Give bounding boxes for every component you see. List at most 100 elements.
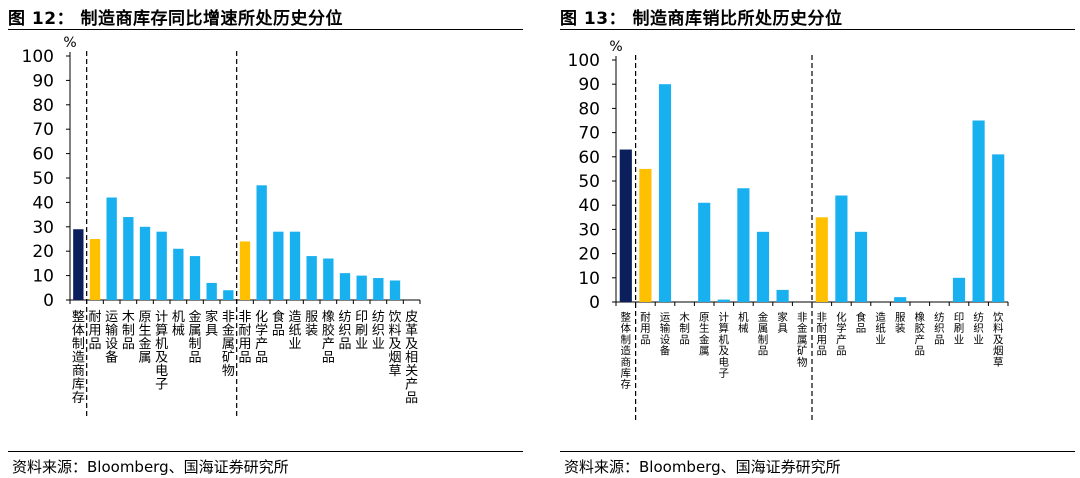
x-tick-label: 印刷业 — [355, 310, 368, 352]
bar — [156, 231, 167, 300]
x-tick-label: 运输设备 — [660, 312, 671, 358]
x-tick-label: 印刷业 — [954, 312, 965, 346]
y-tick-label: 40 — [578, 196, 600, 216]
x-tick-label: 服装 — [895, 312, 906, 335]
bar — [389, 280, 401, 300]
x-tick-label: 橡胶产品 — [915, 311, 926, 358]
y-tick-label: 100 — [568, 51, 600, 71]
bar — [106, 197, 117, 300]
y-tick-label: 0 — [589, 293, 600, 313]
x-tick-label: 原生金属 — [138, 310, 151, 366]
x-tick-label: 非金属矿物 — [222, 310, 235, 379]
title-rule — [8, 29, 523, 30]
bar — [89, 239, 101, 300]
bar — [894, 297, 907, 302]
y-axis-unit: % — [63, 35, 76, 51]
bar — [756, 231, 770, 302]
bar — [73, 229, 84, 300]
bar-chart-inventory-growth: 0 10 20 30 40 50 60 70 80 90 100% 整体制造商库存耐用品运输设备木制品… — [22, 35, 421, 418]
bar — [835, 195, 848, 302]
source-rule — [560, 451, 1075, 452]
x-tick-label: 造纸业 — [875, 311, 886, 346]
x-tick-label: 纺织业 — [372, 310, 385, 352]
x-tick-label: 金属制品 — [758, 311, 769, 358]
y-tick-label: 70 — [578, 124, 600, 144]
y-tick-label: 10 — [32, 267, 54, 287]
x-tick-label: 橡胶产品 — [322, 310, 335, 366]
title-rule — [560, 29, 1075, 30]
y-tick-label: 80 — [32, 96, 54, 116]
x-tick-label: 木制品 — [679, 312, 690, 346]
bar — [992, 154, 1005, 302]
y-tick-label: 100 — [22, 47, 54, 67]
x-tick-label: 计算机及电子 — [155, 310, 168, 393]
source-note: 资料来源：Bloomberg、国海证券研究所 — [564, 458, 841, 476]
x-tick-label: 饮料及烟草 — [993, 311, 1004, 369]
y-tick-label: 20 — [578, 245, 600, 265]
x-tick-label: 原生金属 — [699, 312, 710, 358]
bar — [815, 217, 828, 302]
bar — [173, 248, 184, 300]
x-tick-label: 食品 — [272, 309, 285, 339]
bar — [639, 168, 652, 302]
bar — [373, 278, 384, 300]
x-tick-label: 耐用品 — [640, 311, 651, 346]
bar — [717, 299, 730, 302]
x-tick-label: 运输设备 — [105, 310, 118, 366]
bar — [123, 217, 134, 300]
x-tick-label: 家具 — [205, 309, 218, 339]
bar — [323, 258, 334, 300]
x-tick-label: 非耐用品 — [238, 310, 251, 366]
x-tick-label: 耐用品 — [88, 310, 101, 352]
x-tick-label: 造纸业 — [288, 310, 301, 352]
x-tick-label: 皮革及相关产品 — [405, 310, 418, 406]
bar — [306, 256, 317, 300]
chart-panel-inventory-sales-ratio: 图 13： 制造商库销比所处历史分位 0 10 20 30 40 50 60 70 80 90 10… — [560, 0, 1080, 478]
bar-chart-inventory-sales-ratio: 0 10 20 30 40 50 60 70 80 90 100% 整体制造商库存耐用品运输设备木制品… — [568, 39, 1009, 420]
y-tick-label: 60 — [32, 145, 54, 165]
y-tick-label: 40 — [32, 193, 54, 213]
figure-title: 图 12： 制造商库存同比增速所处历史分位 — [8, 9, 343, 29]
bar — [223, 290, 234, 300]
y-tick-label: 90 — [578, 75, 600, 95]
bar — [619, 149, 632, 302]
x-tick-label: 金属制品 — [188, 309, 201, 366]
x-tick-label: 家具 — [777, 311, 788, 335]
source-note: 资料来源：Bloomberg、国海证券研究所 — [12, 458, 289, 476]
y-tick-label: 50 — [578, 172, 600, 192]
bar — [698, 202, 711, 302]
x-tick-label: 非耐用品 — [817, 312, 828, 358]
bar — [289, 231, 301, 300]
y-tick-label: 10 — [578, 269, 600, 289]
x-tick-label: 纺织品 — [338, 310, 351, 352]
y-tick-label: 30 — [32, 218, 54, 238]
bar — [273, 231, 284, 300]
bar — [189, 256, 201, 300]
y-tick-label: 60 — [578, 148, 600, 168]
y-tick-label: 0 — [43, 291, 54, 311]
x-tick-label: 整体制造商库存 — [621, 311, 632, 391]
y-axis-unit: % — [609, 39, 622, 55]
bar — [952, 277, 966, 302]
bar — [206, 282, 217, 300]
x-tick-label: 木制品 — [122, 310, 135, 352]
figure-title: 图 13： 制造商库销比所处历史分位 — [560, 9, 843, 29]
x-tick-label: 机械 — [738, 311, 749, 335]
x-tick-label: 食品 — [856, 311, 867, 335]
bar — [972, 120, 985, 302]
bar — [356, 275, 367, 300]
bar — [239, 241, 251, 300]
x-tick-label: 服装 — [305, 310, 318, 339]
bar — [737, 188, 750, 302]
bar — [658, 84, 672, 302]
bar — [139, 226, 151, 300]
y-tick-label: 70 — [32, 120, 54, 140]
x-tick-label: 饮料及烟草 — [388, 310, 401, 379]
y-tick-label: 30 — [578, 220, 600, 240]
x-tick-label: 化学产品 — [255, 310, 268, 366]
source-rule — [8, 451, 523, 452]
x-tick-label: 化学产品 — [836, 311, 847, 358]
bar — [256, 185, 267, 300]
x-tick-label: 整体制造商库存 — [72, 310, 85, 406]
x-tick-label: 非金属矿物 — [797, 312, 808, 369]
